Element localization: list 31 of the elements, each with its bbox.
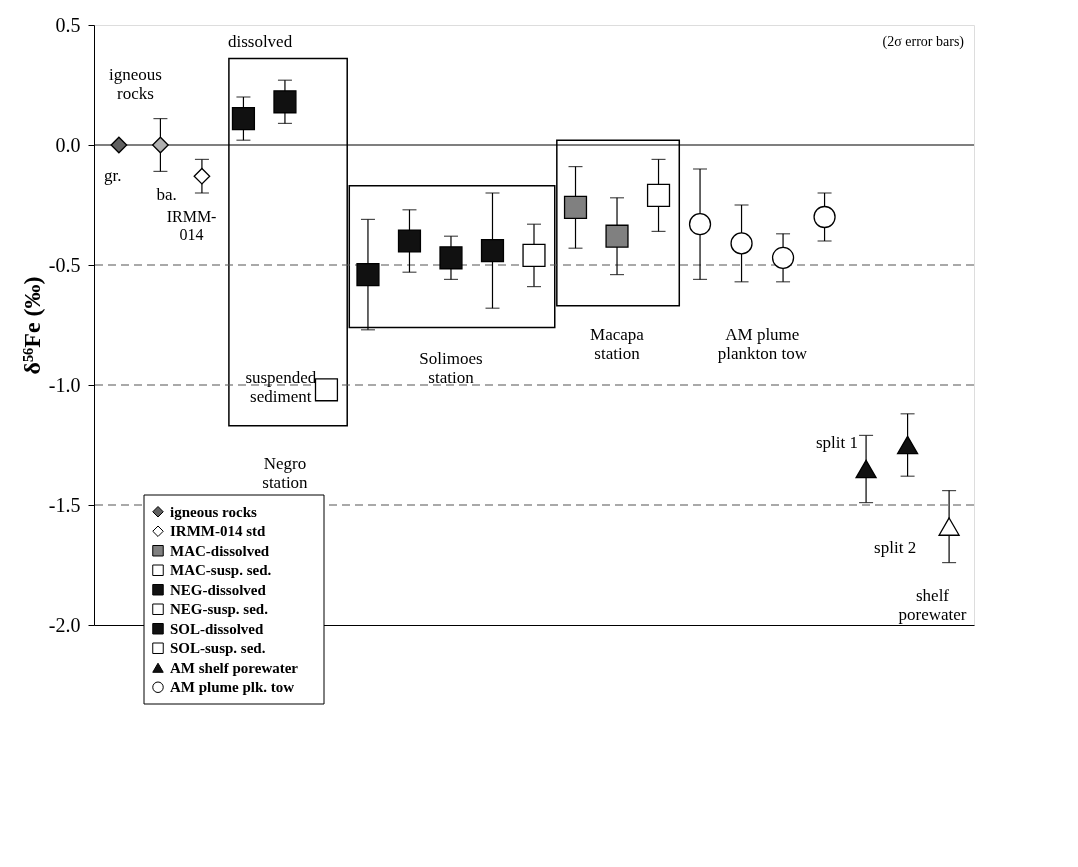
annotation: Macapa station: [590, 324, 645, 363]
annotation: igneous rocks: [109, 65, 162, 104]
legend-label: SOL-susp. sed.: [170, 640, 266, 657]
legend-label: SOL-dissolved: [170, 620, 265, 637]
legend-label: igneous rocks: [170, 503, 257, 520]
annotation: split 1: [816, 432, 859, 452]
annotation: (2σ error bars): [882, 34, 965, 50]
legend-label: NEG-susp. sed.: [170, 601, 269, 618]
y-tick-label: 0.5: [55, 13, 81, 36]
annotation: split 2: [874, 538, 917, 558]
annotation: dissolved: [227, 31, 293, 51]
y-tick-label: -1.0: [48, 373, 81, 396]
legend-label: MAC-susp. sed.: [170, 562, 272, 579]
legend-label: MAC-dissolved: [170, 542, 270, 559]
legend-label: NEG-dissolved: [170, 581, 267, 598]
annotation: Solimoes station: [419, 348, 483, 387]
y-tick-label: -0.5: [48, 253, 81, 276]
annotation: ba.: [156, 185, 177, 205]
annotation: suspended sediment: [245, 367, 317, 406]
annotation: IRMM- 014: [166, 208, 217, 243]
legend-label: AM plume plk. tow: [170, 679, 295, 696]
y-tick-label: -2.0: [48, 613, 81, 636]
annotation: gr.: [103, 166, 122, 186]
y-tick-label: -1.5: [48, 493, 81, 516]
annotation: shelf porewater: [898, 586, 967, 625]
annotation: Negro station: [262, 454, 309, 493]
y-axis-title: δ⁵⁶Fe (‰): [18, 276, 45, 375]
annotation: AM plume plankton tow: [717, 324, 808, 363]
legend-label: IRMM-014 std: [170, 523, 267, 540]
legend-label: AM shelf porewater: [170, 659, 299, 676]
y-tick-label: 0.0: [55, 133, 81, 156]
